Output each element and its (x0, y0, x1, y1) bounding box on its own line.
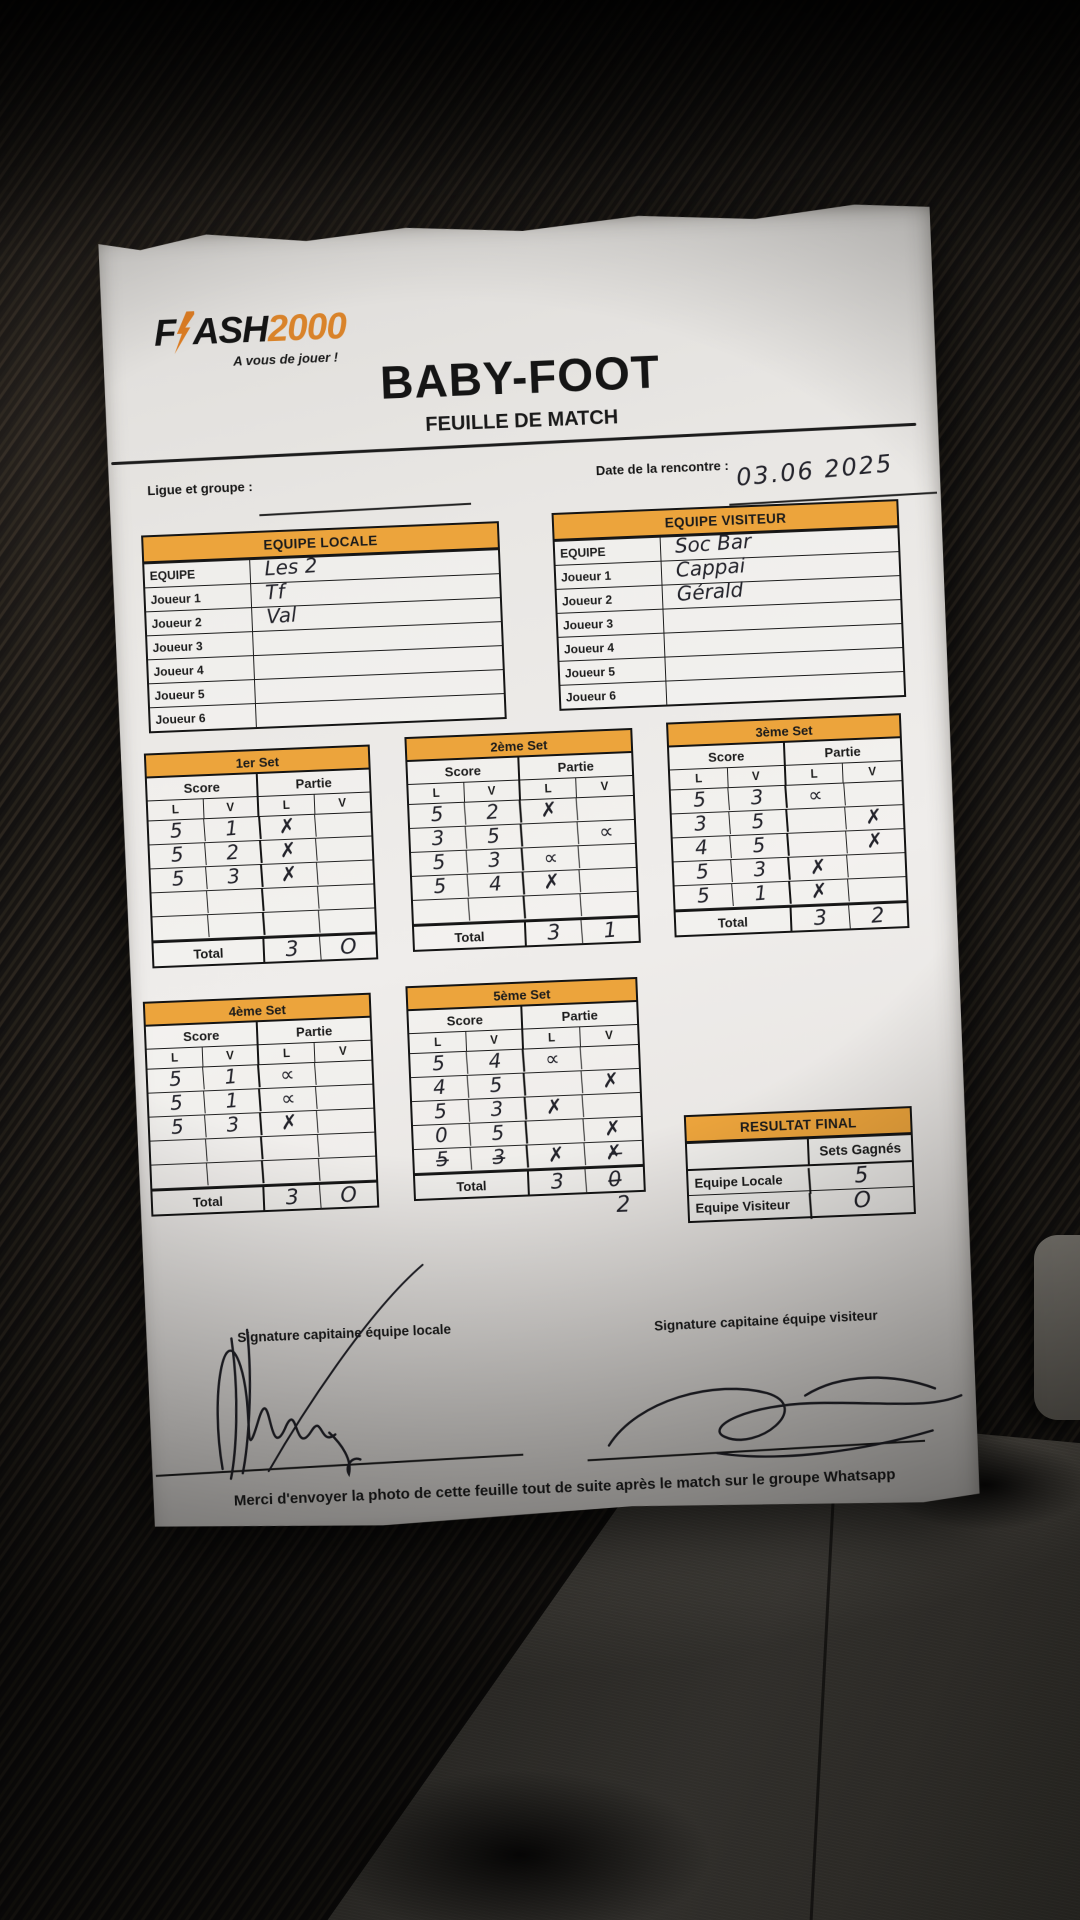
final-result-table: RESULTAT FINAL Sets Gagnés Equipe Locale… (684, 1106, 916, 1223)
local-signature-label: Signature capitaine équipe locale (237, 1321, 452, 1346)
logo-text-ash: ASH (191, 308, 269, 353)
local-signature-line (156, 1454, 524, 1477)
fabric-edge-patch (1034, 1235, 1080, 1420)
total-correction: 2 (615, 1192, 631, 1218)
date-label: Date de la rencontre : (595, 457, 729, 479)
league-label: Ligue et groupe : (147, 479, 253, 499)
league-blank-line (259, 503, 471, 516)
fabric-seam (808, 1438, 838, 1920)
visitor-signature-label: Signature capitaine équipe visiteur (653, 1307, 878, 1334)
date-handwritten: 03.06 2025 (735, 449, 895, 492)
footer-note: Merci d'envoyer la photo de cette feuill… (233, 1466, 896, 1510)
match-sheet-paper: F ASH 2000 A vous de jouer ! BABY-FOOT F… (98, 202, 982, 1536)
logo-text-2000: 2000 (266, 305, 347, 350)
local-signature (195, 1260, 443, 1484)
fabric-shadow (330, 1770, 710, 1920)
visitor-signature-line (588, 1440, 926, 1461)
local-team-table: EQUIPE LOCALE EQUIPE Les 2 Joueur 1 Tf Jou… (141, 521, 507, 733)
visitor-team-table: EQUIPE VISITEUR EQUIPE Soc Bar Joueur 1 Ca… (552, 499, 907, 711)
